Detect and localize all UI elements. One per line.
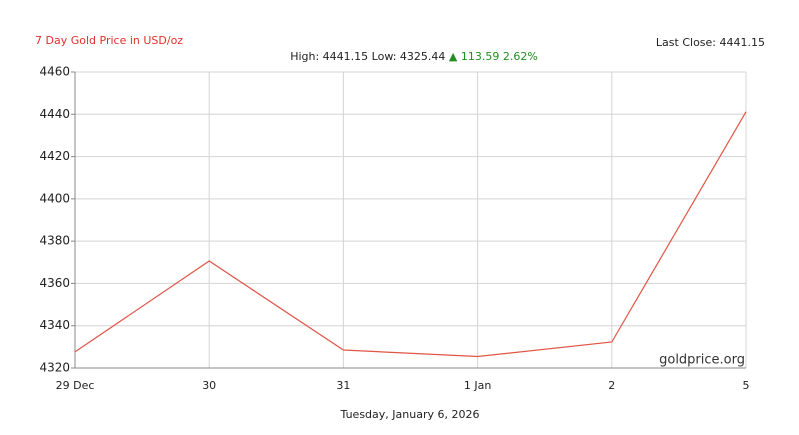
x-tick-label: 29 Dec bbox=[56, 379, 95, 392]
x-tick-label: 2 bbox=[608, 379, 615, 392]
last-close: Last Close: 4441.15 bbox=[656, 36, 765, 49]
chart-title: 7 Day Gold Price in USD/oz bbox=[35, 34, 183, 47]
y-tick-label: 4320 bbox=[39, 361, 70, 375]
change: ▲ 113.59 2.62% bbox=[449, 50, 538, 63]
x-tick-label: 1 Jan bbox=[464, 379, 491, 392]
y-tick-label: 4380 bbox=[39, 234, 70, 248]
y-tick-label: 4420 bbox=[39, 149, 70, 163]
x-axis-label: Tuesday, January 6, 2026 bbox=[340, 408, 480, 421]
y-tick-label: 4400 bbox=[39, 191, 70, 205]
x-tick-label: 30 bbox=[202, 379, 216, 392]
high-low: High: 4441.15 Low: 4325.44 bbox=[290, 50, 445, 63]
y-tick-label: 4340 bbox=[39, 318, 70, 332]
x-tick-label: 5 bbox=[743, 379, 750, 392]
x-tick-label: 31 bbox=[336, 379, 350, 392]
watermark: goldprice.org bbox=[659, 353, 745, 368]
y-tick-label: 4360 bbox=[39, 276, 70, 290]
y-tick-label: 4440 bbox=[39, 107, 70, 121]
y-tick-label: 4460 bbox=[39, 65, 70, 79]
stats: High: 4441.15 Low: 4325.44 ▲ 113.59 2.62… bbox=[290, 50, 538, 63]
price-line bbox=[74, 111, 747, 358]
